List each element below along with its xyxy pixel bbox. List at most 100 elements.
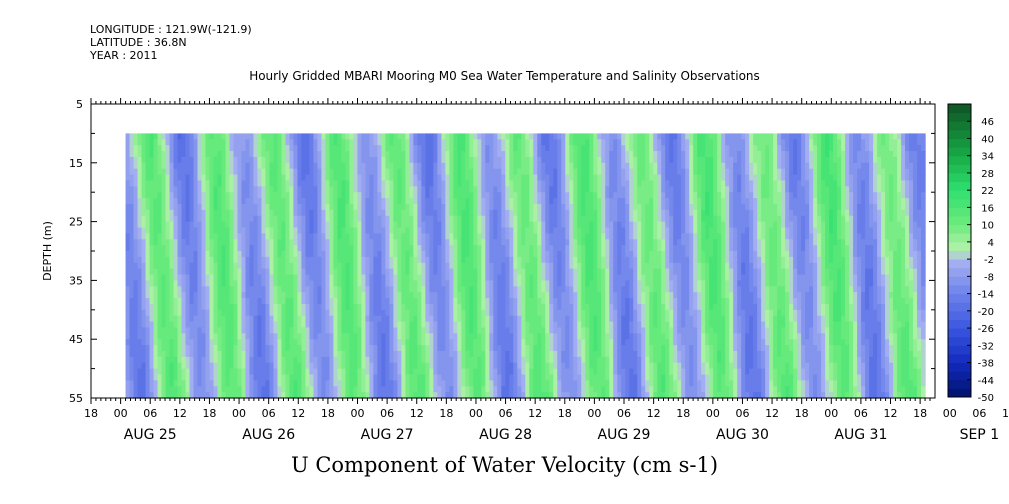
colorbar-bin <box>948 371 971 381</box>
colorbar-bin <box>948 302 971 312</box>
x-hour-label: 06 <box>854 407 868 420</box>
colorbar-bin <box>948 293 971 303</box>
colorbar-label: 28 <box>981 169 994 180</box>
colorbar-bin <box>948 310 971 320</box>
y-tick-label: 35 <box>69 274 83 287</box>
x-hour-label: 06 <box>262 407 276 420</box>
colorbar-bin <box>948 129 971 139</box>
x-hour-label: 00 <box>824 407 838 420</box>
colorbar-label: -32 <box>978 341 994 352</box>
colorbar-bin <box>948 147 971 157</box>
colorbar-bin <box>948 336 971 346</box>
chart-title: Hourly Gridded MBARI Mooring M0 Sea Wate… <box>249 69 760 83</box>
colorbar-bin <box>948 181 971 191</box>
x-hour-label: 06 <box>143 407 157 420</box>
colorbar-label: 40 <box>981 134 994 145</box>
x-date-label: AUG 27 <box>361 427 414 443</box>
colorbar-label: 22 <box>981 186 994 197</box>
x-hour-label: 00 <box>232 407 246 420</box>
x-axis-title: U Component of Water Velocity (cm s-1) <box>290 453 719 477</box>
colorbar-label: -26 <box>978 324 994 335</box>
heatmap-cells <box>125 133 926 399</box>
colorbar-bin <box>948 267 971 277</box>
x-hour-label: 12 <box>1002 407 1009 420</box>
colorbar-bin <box>948 138 971 148</box>
x-hour-label: 00 <box>469 407 483 420</box>
colorbar-bin <box>948 276 971 286</box>
x-hour-label: 06 <box>617 407 631 420</box>
x-hour-label: 18 <box>795 407 809 420</box>
x-hour-label: 12 <box>410 407 424 420</box>
x-date-label: AUG 25 <box>124 427 177 443</box>
colorbar-bin <box>948 224 971 234</box>
x-hour-label: 12 <box>528 407 542 420</box>
colorbar-label: -38 <box>978 359 994 370</box>
x-hour-label: 18 <box>439 407 453 420</box>
x-hour-label: 18 <box>202 407 216 420</box>
colorbar-label: 16 <box>981 203 994 214</box>
colorbar-frame <box>947 103 972 398</box>
colorbar-bin <box>948 233 971 243</box>
colorbar-bin <box>948 207 971 217</box>
colorbar-label: -20 <box>978 307 994 318</box>
y-tick-label: 55 <box>69 392 83 405</box>
x-hour-label: 12 <box>291 407 305 420</box>
colorbar-bin <box>948 345 971 355</box>
x-hour-label: 00 <box>351 407 365 420</box>
x-date-label: AUG 29 <box>598 427 651 443</box>
colorbar-label: -2 <box>984 255 994 266</box>
colorbar-bin <box>948 353 971 364</box>
colorbar-label: 10 <box>981 221 994 232</box>
x-hour-label: 06 <box>735 407 749 420</box>
colorbar-bin <box>948 388 971 398</box>
x-date-label: AUG 31 <box>834 427 887 443</box>
colorbar-bin <box>948 190 971 200</box>
y-tick-label: 25 <box>69 216 83 229</box>
colorbar-bin <box>948 164 971 174</box>
x-hour-label: 12 <box>173 407 187 420</box>
x-hour-label: 18 <box>321 407 335 420</box>
colorbar-bin <box>948 216 971 226</box>
longitude-label: LONGITUDE : 121.9W(-121.9) <box>90 23 252 36</box>
colorbar-label: -8 <box>984 272 994 283</box>
colorbar-label: 4 <box>988 238 994 249</box>
x-hour-label: 18 <box>676 407 690 420</box>
x-hour-label: 06 <box>380 407 394 420</box>
x-hour-label: 06 <box>499 407 513 420</box>
x-date-label: SEP 1 <box>960 427 1000 443</box>
x-hour-label: 12 <box>647 407 661 420</box>
colorbar-bin <box>948 284 971 295</box>
latitude-label: LATITUDE : 36.8N <box>90 36 187 49</box>
colorbar-label: 34 <box>981 152 994 163</box>
y-tick-label: 45 <box>69 333 83 346</box>
y-tick-label: 15 <box>69 157 83 170</box>
colorbar-bin <box>948 198 971 208</box>
x-hour-label: 00 <box>943 407 957 420</box>
y-tick-label: 5 <box>76 98 83 111</box>
x-date-label: AUG 30 <box>716 427 769 443</box>
x-date-label: AUG 28 <box>479 427 532 443</box>
x-hour-label: 00 <box>114 407 128 420</box>
colorbar-bin <box>948 362 971 372</box>
year-label: YEAR : 2011 <box>90 49 158 62</box>
y-axis-label: DEPTH (m) <box>41 221 54 281</box>
x-hour-label: 12 <box>884 407 898 420</box>
colorbar-label: -44 <box>978 376 994 387</box>
x-hour-label: 06 <box>972 407 986 420</box>
colorbar-label: 46 <box>981 117 994 128</box>
colorbar-bin <box>948 121 971 131</box>
colorbar-bin <box>948 104 971 114</box>
colorbar-label: -50 <box>978 393 994 404</box>
colorbar-bin <box>948 172 971 183</box>
colorbar-bin <box>948 328 971 338</box>
colorbar-bin <box>948 155 971 165</box>
x-hour-label: 18 <box>913 407 927 420</box>
x-date-label: AUG 26 <box>242 427 295 443</box>
colorbar-bin <box>948 319 971 329</box>
colorbar-bin <box>948 241 971 251</box>
colorbar-bin <box>948 112 971 122</box>
colorbar-bin <box>948 379 971 389</box>
colorbar-bin <box>948 259 971 269</box>
colorbar-bin <box>948 250 971 260</box>
